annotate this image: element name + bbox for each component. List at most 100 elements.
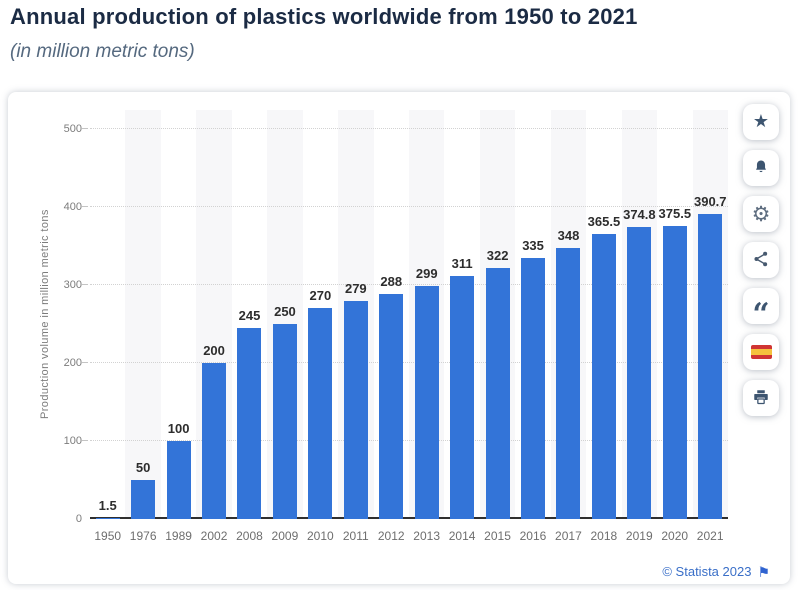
gear-icon: ⚙ — [751, 201, 771, 226]
chart-card: Production volume in million metric tons… — [8, 92, 790, 584]
favorite-button[interactable]: ★ — [743, 104, 779, 140]
bar-column: 365.5 — [586, 110, 621, 519]
bar-column: 348 — [551, 110, 586, 519]
x-tick-label: 2019 — [625, 529, 653, 543]
y-tick-mark — [82, 362, 88, 363]
x-tick-label: 2009 — [271, 529, 299, 543]
bar-column: 279 — [338, 110, 373, 519]
bar[interactable] — [202, 363, 227, 519]
bar-value-label: 200 — [203, 343, 225, 358]
bar[interactable] — [698, 214, 723, 519]
bar-value-label: 390.7 — [693, 194, 727, 209]
bar[interactable] — [237, 328, 262, 519]
x-tick-label: 2002 — [200, 529, 228, 543]
x-tick-label: 2020 — [661, 529, 689, 543]
spain-flag-icon — [750, 345, 772, 359]
bar-column: 100 — [161, 110, 196, 519]
page-subtitle: (in million metric tons) — [10, 41, 195, 62]
printer-icon — [752, 388, 770, 409]
y-tick-label: 200 — [63, 357, 82, 369]
x-tick-label: 2012 — [377, 529, 405, 543]
bar-column: 374.8 — [622, 110, 657, 519]
bar-column: 200 — [196, 110, 231, 519]
bar[interactable] — [95, 518, 120, 519]
bar[interactable] — [343, 301, 368, 519]
bar-value-label: 279 — [344, 281, 367, 296]
y-tick-label: 400 — [63, 201, 82, 213]
x-tick-label: 1989 — [165, 529, 192, 543]
bar-value-label: 335 — [522, 238, 544, 253]
x-tick-label: 2014 — [448, 529, 476, 543]
bar-column: 390.7 — [693, 110, 728, 519]
x-tick-label: 1976 — [129, 529, 157, 543]
share-button[interactable] — [743, 242, 779, 278]
bar-value-label: 365.5 — [587, 214, 621, 229]
bar[interactable] — [521, 258, 546, 519]
share-icon — [752, 250, 770, 271]
settings-button[interactable]: ⚙ — [743, 196, 779, 232]
x-tick-label: 1950 — [94, 529, 122, 543]
y-tick-mark — [82, 440, 88, 441]
bar[interactable] — [308, 308, 333, 519]
bar-value-label: 270 — [309, 288, 332, 303]
bell-icon — [752, 158, 770, 179]
x-tick-label: 2021 — [696, 529, 724, 543]
page-header: Annual production of plastics worldwide … — [10, 2, 790, 63]
x-tick-label: 2011 — [342, 529, 369, 543]
category-band — [125, 110, 161, 519]
notifications-button[interactable] — [743, 150, 779, 186]
bar[interactable] — [379, 294, 404, 519]
bar-column: 375.5 — [657, 110, 692, 519]
bar-value-label: 375.5 — [658, 206, 692, 221]
chart-toolbar: ★ ⚙ “ — [743, 104, 779, 416]
x-tick-label: 2018 — [590, 529, 618, 543]
x-tick-label: 2013 — [413, 529, 440, 543]
bar-column: 335 — [515, 110, 550, 519]
bar[interactable] — [556, 248, 581, 519]
bar-value-label: 311 — [451, 256, 473, 271]
bar-value-label: 374.8 — [623, 207, 656, 222]
x-axis-labels: 1950 1976 1989 2002 2008 2009 2010 2011 2012 2013… — [90, 529, 728, 543]
bar[interactable] — [485, 268, 510, 519]
bar[interactable] — [414, 286, 439, 519]
bar[interactable] — [166, 441, 191, 519]
cite-button[interactable]: “ — [743, 288, 779, 330]
bar-column: 322 — [480, 110, 515, 519]
bar[interactable] — [627, 227, 652, 519]
bar-value-label: 348 — [557, 228, 580, 243]
y-axis-title: Production volume in million metric tons — [39, 209, 51, 420]
bar-column: 1.5 — [90, 110, 125, 519]
bar-column: 311 — [444, 110, 479, 519]
bar-column: 299 — [409, 110, 444, 519]
statista-copyright-link[interactable]: © Statista 2023 — [662, 564, 752, 579]
bar-value-label: 299 — [415, 266, 438, 281]
gridline — [90, 206, 728, 207]
y-tick-label: 300 — [63, 279, 82, 291]
bar-value-label: 245 — [238, 308, 261, 323]
bar[interactable] — [591, 234, 616, 519]
gridline — [90, 284, 728, 285]
page-title: Annual production of plastics worldwide … — [10, 4, 638, 29]
x-tick-label: 2016 — [519, 529, 547, 543]
bar[interactable] — [662, 226, 687, 519]
y-tick-label: 100 — [63, 435, 82, 447]
language-spanish-button[interactable] — [743, 334, 779, 370]
bar[interactable] — [450, 276, 475, 519]
y-tick-mark — [82, 206, 88, 207]
plot-area: 0 100 200 300 400 500 1.5 50 100 200 245 250 270 279 2… — [64, 110, 728, 525]
bar-value-label: 50 — [135, 460, 151, 475]
bar-value-label: 100 — [167, 421, 190, 436]
bar[interactable] — [131, 480, 156, 519]
flag-icon[interactable]: ⚑ — [757, 563, 770, 580]
y-tick-label: 500 — [63, 123, 82, 135]
bar-value-label: 288 — [380, 274, 403, 289]
bar[interactable] — [272, 324, 297, 519]
bar-column: 50 — [125, 110, 160, 519]
x-tick-label: 2008 — [236, 529, 263, 543]
x-tick-label: 2010 — [306, 529, 334, 543]
x-tick-label: 2017 — [555, 529, 582, 543]
print-button[interactable] — [743, 380, 779, 416]
bar-column: 250 — [267, 110, 302, 519]
bar-column: 270 — [303, 110, 338, 519]
gridline — [90, 362, 728, 363]
